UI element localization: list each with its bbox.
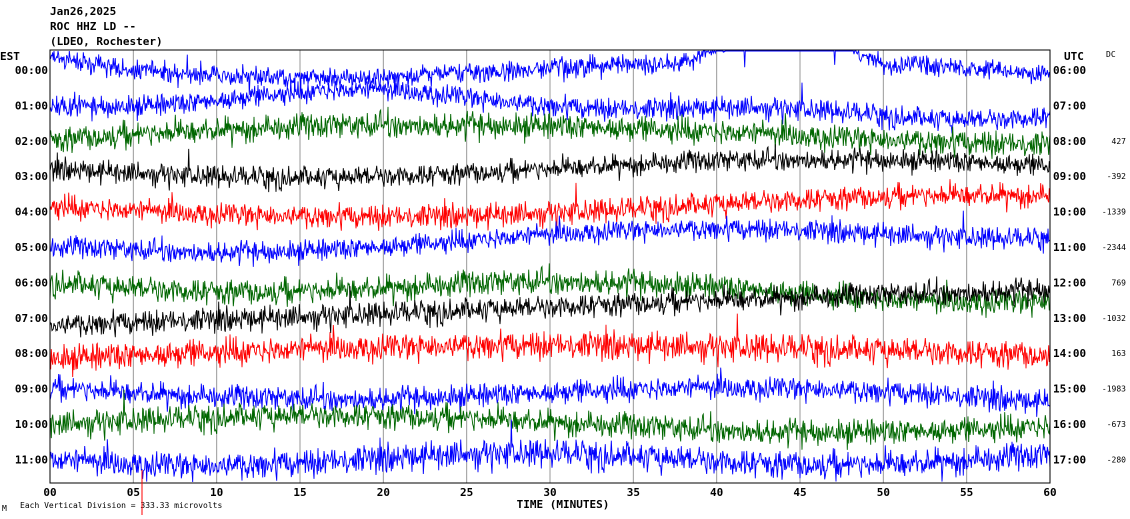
x-tick-label: 35 bbox=[627, 486, 640, 499]
network-label: (LDEO, Rochester) bbox=[50, 35, 163, 48]
utc-time-label: 06:00 bbox=[1053, 64, 1086, 77]
est-time-label: 02:00 bbox=[15, 135, 48, 148]
x-tick-label: 45 bbox=[793, 486, 806, 499]
date-label: Jan26,2025 bbox=[50, 5, 116, 18]
dc-offset-value: -673 bbox=[1107, 420, 1126, 429]
x-tick-label: 05 bbox=[127, 486, 140, 499]
utc-time-label: 13:00 bbox=[1053, 312, 1086, 325]
utc-time-label: 10:00 bbox=[1053, 206, 1086, 219]
x-tick-label: 60 bbox=[1043, 486, 1056, 499]
est-time-label: 05:00 bbox=[15, 241, 48, 254]
dc-offset-value: -280 bbox=[1107, 455, 1126, 464]
x-axis-label: TIME (MINUTES) bbox=[517, 498, 610, 511]
trace-row bbox=[49, 276, 1051, 338]
trace-row bbox=[49, 367, 1051, 417]
est-time-label: 08:00 bbox=[15, 347, 48, 360]
dc-offset-value: 163 bbox=[1112, 349, 1127, 358]
trace-row bbox=[49, 389, 1051, 450]
x-tick-label: 30 bbox=[543, 486, 556, 499]
row-labels: 00:00 06:00 01:00 07:00 02:00 08:00 427 03:00 09… bbox=[15, 64, 1126, 466]
utc-time-label: 15:00 bbox=[1053, 383, 1086, 396]
trace-row bbox=[49, 210, 1051, 267]
x-tick-label: 55 bbox=[960, 486, 973, 499]
trace-row bbox=[49, 313, 1051, 378]
x-tick-label: 25 bbox=[460, 486, 473, 499]
dc-offset-value: -1983 bbox=[1102, 385, 1126, 394]
trace-row bbox=[49, 106, 1051, 159]
est-time-label: 00:00 bbox=[15, 64, 48, 77]
est-time-label: 09:00 bbox=[15, 383, 48, 396]
seismic-traces bbox=[49, 49, 1051, 483]
est-time-label: 01:00 bbox=[15, 99, 48, 112]
station-label: ROC HHZ LD -- bbox=[50, 20, 136, 33]
x-tick-label: 00 bbox=[43, 486, 56, 499]
utc-time-label: 11:00 bbox=[1053, 241, 1086, 254]
utc-time-label: 09:00 bbox=[1053, 170, 1086, 183]
est-time-label: 06:00 bbox=[15, 276, 48, 289]
scale-mark: M bbox=[2, 504, 7, 513]
dc-offset-value: -2344 bbox=[1102, 243, 1126, 252]
utc-time-label: 14:00 bbox=[1053, 347, 1086, 360]
trace-row bbox=[49, 179, 1051, 231]
est-time-label: 04:00 bbox=[15, 206, 48, 219]
x-tick-label: 50 bbox=[877, 486, 890, 499]
x-tick-label: 15 bbox=[293, 486, 306, 499]
utc-time-label: 16:00 bbox=[1053, 418, 1086, 431]
x-tick-label: 40 bbox=[710, 486, 723, 499]
dc-offset-value: -1339 bbox=[1102, 208, 1126, 217]
x-tick-label: 20 bbox=[377, 486, 390, 499]
plot-frame bbox=[49, 49, 1051, 484]
dc-offset-value: -1032 bbox=[1102, 314, 1126, 323]
est-time-label: 07:00 bbox=[15, 312, 48, 325]
trace-row bbox=[49, 419, 1051, 483]
dc-offset-value: 427 bbox=[1112, 137, 1127, 146]
est-time-label: 10:00 bbox=[15, 418, 48, 431]
utc-time-label: 07:00 bbox=[1053, 99, 1086, 112]
dc-header: DC bbox=[1106, 50, 1116, 59]
utc-time-label: 12:00 bbox=[1053, 276, 1086, 289]
x-tick-label: 10 bbox=[210, 486, 223, 499]
utc-time-label: 17:00 bbox=[1053, 453, 1086, 466]
utc-header: UTC bbox=[1064, 50, 1084, 63]
est-header: EST bbox=[0, 50, 20, 63]
dc-offset-value: -392 bbox=[1107, 172, 1126, 181]
utc-time-label: 08:00 bbox=[1053, 135, 1086, 148]
x-axis-ticks: 00 05 10 15 20 25 30 35 40 45 50 55 60 bbox=[43, 486, 1056, 499]
trace-row bbox=[49, 49, 1051, 95]
scale-note: Each Vertical Division = 333.33 microvol… bbox=[20, 501, 222, 510]
est-time-label: 11:00 bbox=[15, 453, 48, 466]
dc-offset-value: 769 bbox=[1112, 278, 1127, 287]
trace-row bbox=[49, 263, 1051, 318]
est-time-label: 03:00 bbox=[15, 170, 48, 183]
trace-row bbox=[49, 72, 1051, 134]
trace-row bbox=[49, 144, 1051, 193]
